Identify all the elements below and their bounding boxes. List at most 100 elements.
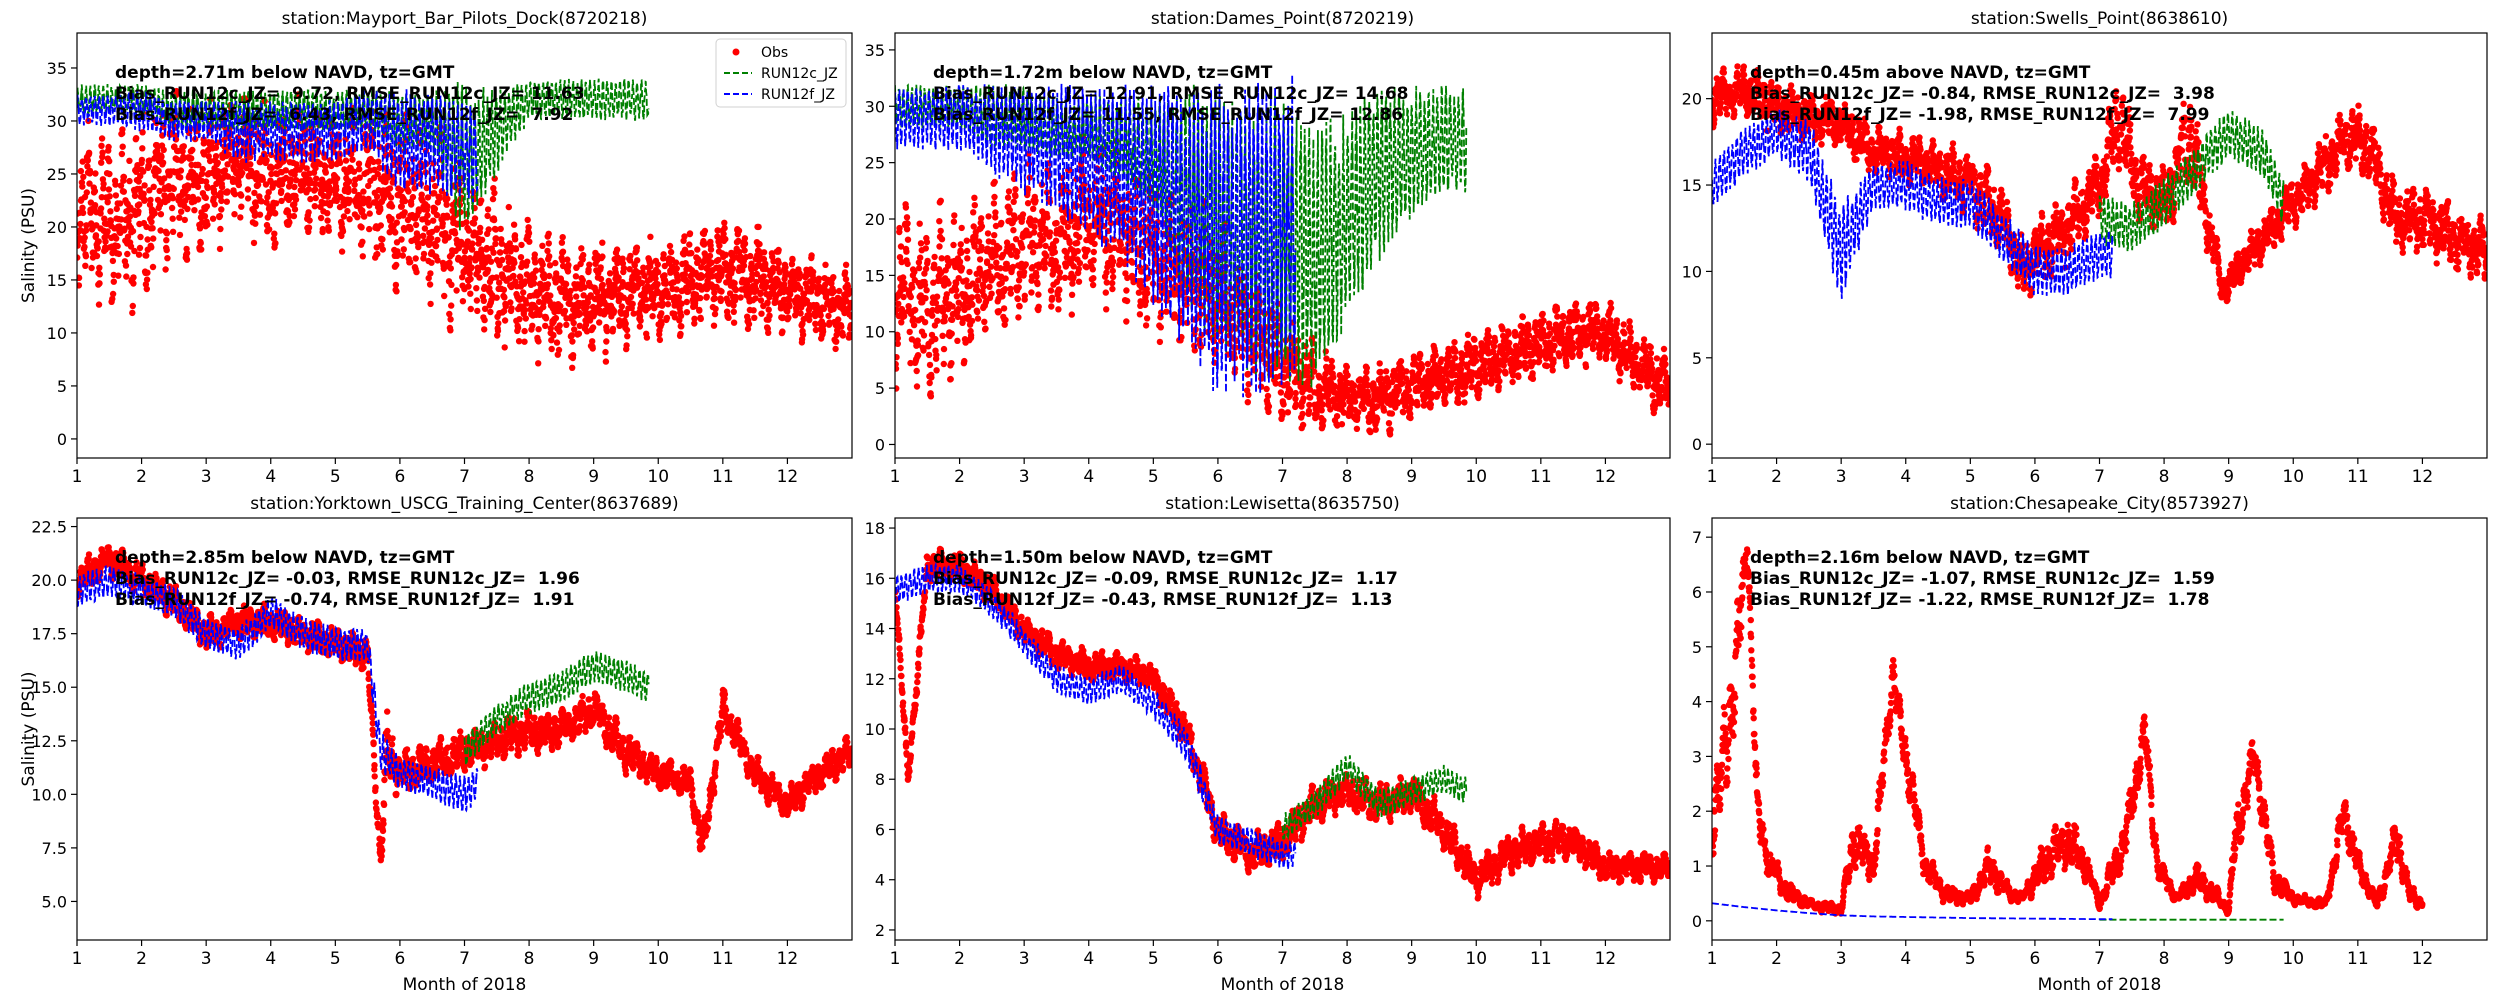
x-tick-label: 1	[72, 467, 83, 487]
y-tick-label: 10	[1682, 262, 1702, 281]
x-tick-label: 11	[2347, 949, 2369, 969]
x-tick-label: 5	[330, 467, 341, 487]
y-tick-label: 18	[865, 519, 885, 538]
stats-line: Bias_RUN12f_JZ= -0.43, RMSE_RUN12f_JZ= 1…	[933, 590, 1392, 610]
stats-line: depth=1.72m below NAVD, tz=GMT	[933, 63, 1273, 83]
x-tick-label: 6	[395, 467, 406, 487]
stats-line: Bias_RUN12f_JZ= 6.43, RMSE_RUN12f_JZ= 7.…	[115, 105, 573, 125]
x-tick-label: 11	[1530, 949, 1552, 969]
x-tick-label: 3	[1019, 467, 1030, 487]
y-tick-label: 16	[865, 569, 885, 588]
x-tick-label: 6	[1213, 467, 1224, 487]
x-tick-label: 10	[2282, 949, 2304, 969]
y-tick-label: 5	[875, 379, 885, 398]
panel-4: station:Yorktown_USCG_Training_Center(86…	[19, 494, 853, 995]
x-tick-label: 4	[265, 949, 276, 969]
stats-line: Bias_RUN12f_JZ= -1.98, RMSE_RUN12f_JZ= 7…	[1750, 105, 2209, 125]
stats-line: Bias_RUN12f_JZ= -1.22, RMSE_RUN12f_JZ= 1…	[1750, 590, 2209, 610]
x-tick-label: 8	[524, 949, 535, 969]
y-tick-label: 6	[875, 820, 885, 839]
plot-area	[1712, 546, 2426, 921]
x-tick-label: 11	[2347, 467, 2369, 487]
x-tick-label: 11	[712, 467, 734, 487]
y-tick-label: 0	[1692, 912, 1702, 931]
panel-3: station:Swells_Point(8638610)1 2 3 4 5 6 7 8 9 10…	[1682, 9, 2488, 487]
x-tick-label: 12	[2412, 467, 2434, 487]
panel-title: station:Swells_Point(8638610)	[1971, 9, 2228, 29]
x-tick-label: 9	[1406, 949, 1417, 969]
panel-title: station:Mayport_Bar_Pilots_Dock(8720218)	[282, 9, 648, 29]
y-tick-label: 2	[1692, 802, 1702, 821]
y-axis-label: Salinity (PSU)	[19, 671, 39, 786]
y-tick-label: 10.0	[31, 785, 67, 804]
y-tick-label: 6	[1692, 583, 1702, 602]
y-tick-label: 10	[865, 720, 885, 739]
x-tick-label: 4	[265, 467, 276, 487]
panel-title: station:Yorktown_USCG_Training_Center(86…	[250, 494, 678, 514]
x-tick-label: 1	[1707, 949, 1718, 969]
x-tick-label: 6	[2030, 467, 2041, 487]
legend-run12f-label: RUN12f_JZ	[761, 87, 835, 103]
stats-line: depth=2.16m below NAVD, tz=GMT	[1750, 548, 2090, 568]
x-tick-label: 3	[201, 949, 212, 969]
y-tick-label: 15.0	[31, 678, 67, 697]
obs-dots	[77, 87, 852, 371]
x-tick-label: 3	[1019, 949, 1030, 969]
y-tick-label: 8	[875, 770, 885, 789]
stats-line: depth=0.45m above NAVD, tz=GMT	[1750, 63, 2091, 83]
x-tick-label: 9	[2223, 467, 2234, 487]
x-tick-label: 8	[524, 467, 535, 487]
panel-title: station:Dames_Point(8720219)	[1151, 9, 1414, 29]
y-tick-label: 20	[1682, 90, 1702, 109]
x-tick-label: 1	[890, 949, 901, 969]
x-tick-label: 9	[588, 949, 599, 969]
y-tick-label: 12.5	[31, 732, 67, 751]
run12f-line	[77, 89, 479, 203]
y-tick-label: 20.0	[31, 571, 67, 590]
run12f-line	[895, 74, 1297, 398]
y-tick-label: 2	[875, 921, 885, 940]
y-tick-label: 0	[57, 430, 67, 449]
x-tick-label: 4	[1900, 949, 1911, 969]
run12c-line	[1281, 755, 1468, 841]
y-tick-label: 17.5	[31, 625, 67, 644]
x-tick-label: 3	[201, 467, 212, 487]
legend: Obs RUN12c_JZ RUN12f_JZ	[715, 38, 847, 108]
panel-6: station:Chesapeake_City(8573927)1 2 3 4 5 6 7 8…	[1692, 494, 2488, 995]
legend-obs-label: Obs	[761, 45, 788, 61]
x-tick-label: 10	[2282, 467, 2304, 487]
x-tick-label: 5	[1965, 949, 1976, 969]
y-tick-label: 10	[865, 323, 885, 342]
x-tick-label: 1	[890, 467, 901, 487]
run12f-line	[77, 564, 479, 813]
x-tick-label: 2	[1771, 467, 1782, 487]
x-axis-label: Month of 2018	[1221, 975, 1345, 995]
stats-line: depth=2.71m below NAVD, tz=GMT	[115, 63, 455, 83]
y-tick-label: 15	[865, 266, 885, 285]
x-tick-label: 8	[2159, 949, 2170, 969]
stats-line: Bias_RUN12c_JZ= 12.91, RMSE_RUN12c_JZ= 1…	[933, 84, 1409, 104]
y-tick-label: 4	[875, 871, 885, 890]
x-tick-label: 12	[1595, 467, 1617, 487]
y-tick-label: 15	[1682, 176, 1702, 195]
plot-area	[895, 74, 1670, 438]
y-tick-label: 35	[47, 59, 67, 78]
legend-run12c-label: RUN12c_JZ	[761, 66, 838, 82]
x-tick-label: 8	[2159, 467, 2170, 487]
x-tick-label: 12	[777, 949, 799, 969]
plot-area	[77, 78, 852, 371]
y-tick-label: 22.5	[31, 518, 67, 537]
y-tick-label: 20	[47, 218, 67, 237]
stats-line: Bias_RUN12f_JZ= 11.55, RMSE_RUN12f_JZ= 1…	[933, 105, 1403, 125]
x-tick-label: 7	[2094, 949, 2105, 969]
y-tick-label: 25	[865, 154, 885, 173]
x-tick-label: 2	[954, 949, 965, 969]
x-tick-label: 1	[72, 949, 83, 969]
x-tick-label: 6	[1213, 949, 1224, 969]
y-tick-label: 30	[47, 112, 67, 131]
x-tick-label: 1	[1707, 467, 1718, 487]
x-tick-label: 5	[1965, 467, 1976, 487]
run12f-line	[895, 561, 1297, 870]
y-tick-label: 12	[865, 670, 885, 689]
